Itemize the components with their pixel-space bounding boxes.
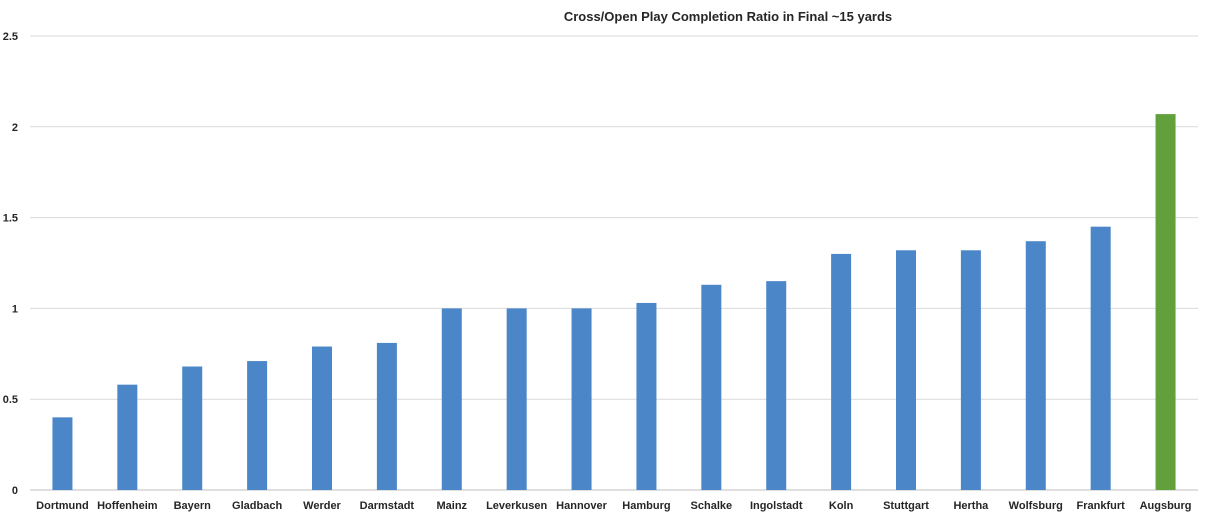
y-axis-ticks: 0 0.5 1 1.5 2 2.5 — [3, 31, 18, 497]
bar-ingolstadt — [766, 281, 787, 490]
x-category-label: Augsburg — [1140, 500, 1192, 512]
x-category-label: Hannover — [556, 500, 607, 512]
x-category-label: Darmstadt — [360, 500, 415, 512]
x-category-label: Frankfurt — [1077, 500, 1126, 512]
x-category-label: Bayern — [174, 500, 212, 512]
x-category-label: Koln — [829, 500, 854, 512]
x-category-label: Gladbach — [232, 500, 282, 512]
x-category-label: Hoffenheim — [97, 500, 158, 512]
x-category-label: Dortmund — [36, 500, 89, 512]
bar-augsburg — [1155, 114, 1176, 490]
y-tick-label: 0 — [12, 485, 18, 497]
chart-title: Cross/Open Play Completion Ratio in Fina… — [564, 9, 892, 24]
x-category-label: Leverkusen — [486, 500, 547, 512]
bar-stuttgart — [896, 250, 916, 490]
x-category-label: Mainz — [436, 500, 467, 512]
bar-koln — [831, 253, 852, 490]
gridlines — [30, 35, 1198, 491]
bar-hannover — [571, 308, 592, 490]
x-axis-categories: Dortmund Hoffenheim Bayern Gladbach Werder Da… — [36, 500, 1191, 512]
x-category-label: Hamburg — [622, 500, 670, 512]
bars — [52, 114, 1176, 490]
y-tick-label: 1 — [12, 303, 18, 315]
bar-schalke — [701, 284, 722, 490]
x-category-label: Ingolstadt — [750, 500, 803, 512]
bar-hamburg — [636, 302, 657, 490]
y-tick-label: 0.5 — [3, 394, 18, 406]
bar-werder — [312, 346, 332, 490]
bar-hertha — [960, 250, 981, 490]
bar-leverkusen — [506, 308, 527, 490]
bar-gladbach — [247, 361, 268, 490]
bar-wolfsburg — [1025, 241, 1046, 490]
x-category-label: Stuttgart — [883, 500, 929, 512]
bar-frankfurt — [1090, 226, 1111, 490]
y-tick-label: 2.5 — [3, 31, 18, 43]
bar-bayern — [182, 366, 203, 490]
x-category-label: Werder — [303, 500, 341, 512]
x-category-label: Schalke — [691, 500, 733, 512]
bar-mainz — [441, 308, 462, 490]
bar-hoffenheim — [117, 384, 138, 490]
y-tick-label: 2 — [12, 122, 18, 134]
bar-darmstadt — [376, 342, 397, 490]
x-category-label: Wolfsburg — [1009, 500, 1063, 512]
x-category-label: Hertha — [953, 500, 989, 512]
y-tick-label: 1.5 — [3, 213, 18, 225]
bar-dortmund — [52, 417, 73, 490]
